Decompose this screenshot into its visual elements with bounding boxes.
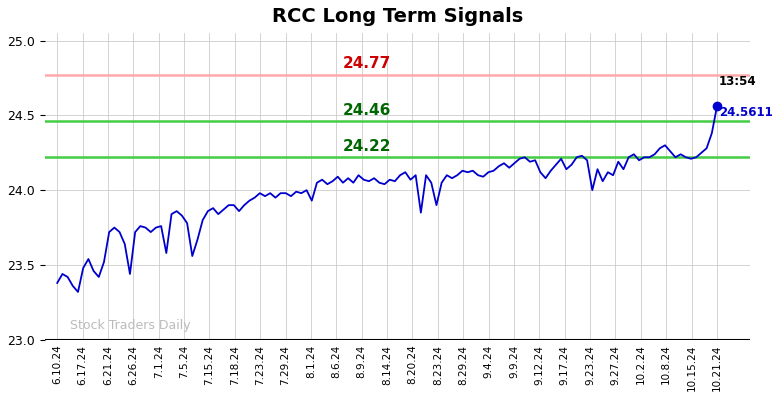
Title: RCC Long Term Signals: RCC Long Term Signals [271, 7, 523, 26]
Text: Stock Traders Daily: Stock Traders Daily [70, 319, 191, 332]
Text: 24.5611: 24.5611 [719, 106, 773, 119]
Text: 13:54: 13:54 [719, 76, 757, 88]
Text: 24.46: 24.46 [343, 103, 391, 117]
Text: 24.22: 24.22 [343, 139, 391, 154]
Text: 24.77: 24.77 [343, 56, 391, 71]
